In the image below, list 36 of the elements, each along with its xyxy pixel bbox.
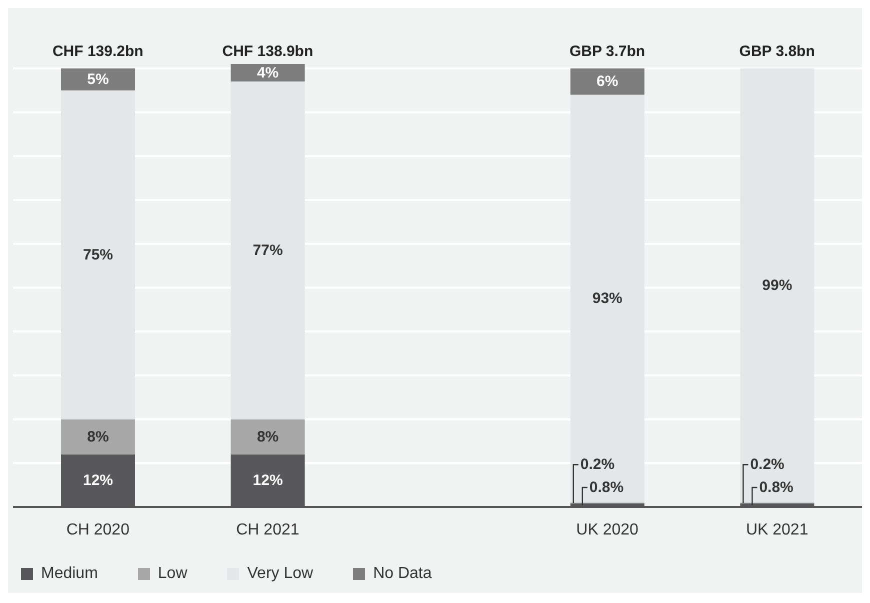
total-label: GBP 3.7bn [570,43,646,60]
bar [230,82,305,420]
data-label: 8% [87,428,109,446]
data-label: 93% [592,290,622,308]
total-label: GBP 3.8bn [739,43,815,60]
legend-label: Very Low [246,565,314,583]
bar [61,68,135,90]
bar [230,419,305,454]
data-label: 5% [87,70,109,88]
data-label: 0.2% [750,456,784,474]
legend-label: Low [156,565,188,583]
bar [570,68,644,95]
data-label: 4% [256,64,279,82]
total-label: CHF 138.9bn [222,43,314,60]
bar [740,68,814,503]
bar [570,94,644,503]
legend-label: Medium [40,565,98,583]
data-label: 0.2% [580,456,615,474]
data-label: 12% [252,472,283,490]
data-label: 77% [252,242,283,259]
data-label: 99% [762,277,792,294]
data-label: 0.8% [759,478,794,496]
bar [61,419,135,454]
data-label: 75% [82,246,114,264]
data-label: 8% [256,428,279,446]
x-tick-label: UK 2020 [576,521,639,538]
data-label: 6% [596,73,618,90]
bar [230,64,305,82]
legend-label: No Data [372,565,432,583]
bar [61,90,135,420]
data-label: 12% [82,472,114,490]
data-label: 0.8% [589,478,624,496]
x-tick-label: CH 2021 [236,521,300,538]
x-tick-label: UK 2021 [746,521,808,538]
total-label: CHF 139.2bn [52,43,144,60]
x-tick-label: CH 2020 [66,521,130,538]
